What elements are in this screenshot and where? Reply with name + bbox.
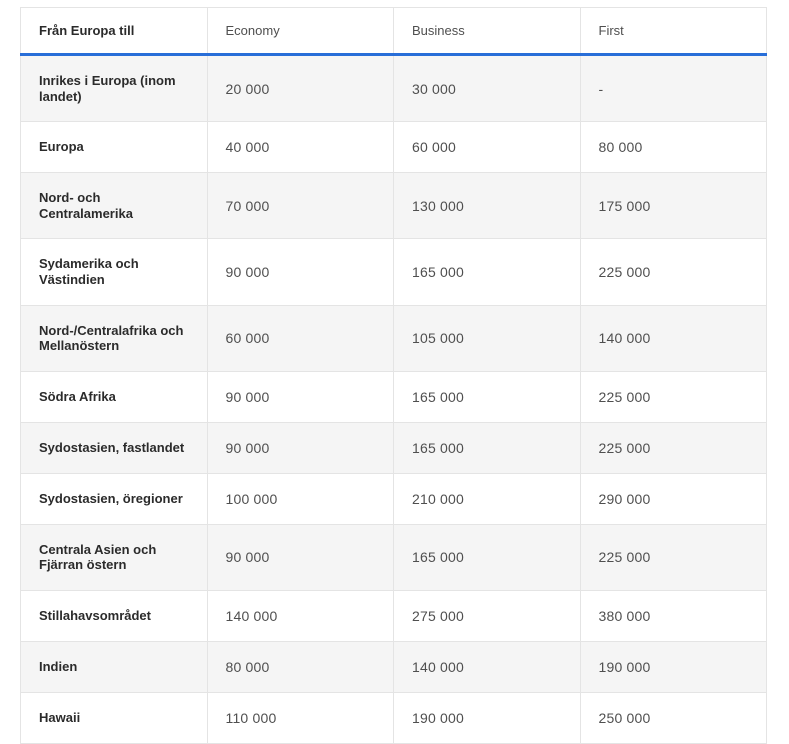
region-cell: Inrikes i Europa (inom landet) bbox=[20, 54, 208, 123]
award-points-table: Från Europa till Economy Business First … bbox=[20, 7, 767, 744]
business-cell: 30 000 bbox=[393, 54, 581, 123]
business-cell: 165 000 bbox=[393, 524, 581, 591]
region-cell: Sydostasien, öregioner bbox=[20, 473, 208, 525]
economy-cell: 20 000 bbox=[207, 54, 394, 123]
table-row: Sydostasien, fastlandet 90 000 165 000 225 … bbox=[20, 422, 767, 474]
region-cell: Sydostasien, fastlandet bbox=[20, 422, 208, 474]
table-row: Nord- och Centralamerika 70 000 130 000 175… bbox=[20, 172, 767, 240]
economy-cell: 60 000 bbox=[207, 305, 394, 372]
table-header: Från Europa till Economy Business First bbox=[20, 7, 767, 55]
table-row: Inrikes i Europa (inom landet) 20 000 30 0… bbox=[20, 54, 767, 123]
table-row: Indien 80 000 140 000 190 000 bbox=[20, 641, 767, 693]
column-header-region: Från Europa till bbox=[20, 7, 208, 55]
economy-cell: 140 000 bbox=[207, 590, 394, 642]
region-cell: Hawaii bbox=[20, 692, 208, 744]
business-cell: 165 000 bbox=[393, 371, 581, 423]
business-cell: 165 000 bbox=[393, 422, 581, 474]
first-cell: 225 000 bbox=[580, 524, 767, 591]
region-cell: Centrala Asien och Fjärran östern bbox=[20, 524, 208, 591]
business-cell: 190 000 bbox=[393, 692, 581, 744]
table-row: Nord-/Centralafrika och Mellanöstern 60 0… bbox=[20, 305, 767, 372]
first-cell: 380 000 bbox=[580, 590, 767, 642]
region-cell: Europa bbox=[20, 121, 208, 174]
table-row: Södra Afrika 90 000 165 000 225 000 bbox=[20, 371, 767, 423]
table-header-row: Från Europa till Economy Business First bbox=[20, 7, 767, 55]
first-cell: - bbox=[580, 54, 767, 123]
table-row: Stillahavsområdet 140 000 275 000 380 000 bbox=[20, 590, 767, 642]
business-cell: 210 000 bbox=[393, 473, 581, 525]
first-cell: 190 000 bbox=[580, 641, 767, 693]
economy-cell: 90 000 bbox=[207, 422, 394, 474]
table-row: Hawaii 110 000 190 000 250 000 bbox=[20, 692, 767, 744]
economy-cell: 90 000 bbox=[207, 524, 394, 591]
first-cell: 290 000 bbox=[580, 473, 767, 525]
business-cell: 130 000 bbox=[393, 172, 581, 240]
first-cell: 225 000 bbox=[580, 422, 767, 474]
economy-cell: 40 000 bbox=[207, 121, 394, 174]
economy-cell: 70 000 bbox=[207, 172, 394, 240]
business-cell: 275 000 bbox=[393, 590, 581, 642]
table-row: Sydamerika och Västindien 90 000 165 000 22… bbox=[20, 238, 767, 306]
table-row: Europa 40 000 60 000 80 000 bbox=[20, 121, 767, 174]
region-cell: Sydamerika och Västindien bbox=[20, 238, 208, 306]
table-row: Sydostasien, öregioner 100 000 210 000 290 … bbox=[20, 473, 767, 525]
economy-cell: 100 000 bbox=[207, 473, 394, 525]
business-cell: 60 000 bbox=[393, 121, 581, 174]
region-cell: Stillahavsområdet bbox=[20, 590, 208, 642]
economy-cell: 110 000 bbox=[207, 692, 394, 744]
business-cell: 140 000 bbox=[393, 641, 581, 693]
first-cell: 225 000 bbox=[580, 371, 767, 423]
region-cell: Nord- och Centralamerika bbox=[20, 172, 208, 240]
first-cell: 175 000 bbox=[580, 172, 767, 240]
table-row: Centrala Asien och Fjärran östern 90 000 1… bbox=[20, 524, 767, 591]
region-cell: Södra Afrika bbox=[20, 371, 208, 423]
first-cell: 250 000 bbox=[580, 692, 767, 744]
business-cell: 165 000 bbox=[393, 238, 581, 306]
business-cell: 105 000 bbox=[393, 305, 581, 372]
economy-cell: 90 000 bbox=[207, 238, 394, 306]
first-cell: 80 000 bbox=[580, 121, 767, 174]
region-cell: Indien bbox=[20, 641, 208, 693]
column-header-business: Business bbox=[393, 7, 581, 55]
column-header-economy: Economy bbox=[207, 7, 394, 55]
region-cell: Nord-/Centralafrika och Mellanöstern bbox=[20, 305, 208, 372]
first-cell: 140 000 bbox=[580, 305, 767, 372]
economy-cell: 90 000 bbox=[207, 371, 394, 423]
first-cell: 225 000 bbox=[580, 238, 767, 306]
table-body: Inrikes i Europa (inom landet) 20 000 30 0… bbox=[20, 54, 767, 744]
economy-cell: 80 000 bbox=[207, 641, 394, 693]
column-header-first: First bbox=[580, 7, 767, 55]
